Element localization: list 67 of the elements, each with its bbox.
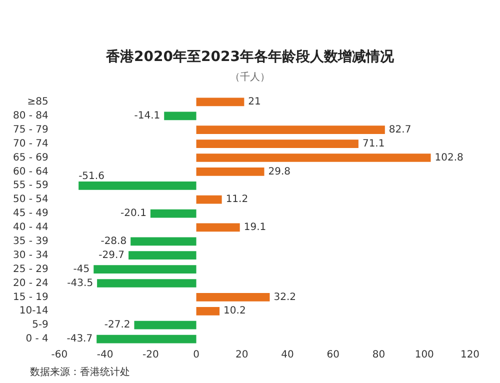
data-label: 10.2 — [224, 306, 246, 317]
data-label: 11.2 — [226, 194, 248, 206]
data-label: -20.1 — [120, 208, 146, 220]
bar — [196, 98, 244, 106]
bar — [196, 126, 385, 134]
bar — [164, 112, 196, 120]
y-tick-label: 20 - 24 — [12, 278, 48, 289]
x-tick-label: -60 — [51, 350, 68, 361]
data-label: 102.8 — [434, 152, 464, 164]
bar — [196, 154, 431, 162]
data-label: 71.1 — [362, 138, 385, 150]
bar — [196, 195, 222, 204]
y-tick-label: 40 - 44 — [12, 222, 48, 234]
data-label: -28.8 — [100, 236, 127, 248]
data-label: -29.7 — [98, 250, 125, 261]
data-label: -43.5 — [67, 278, 94, 289]
y-tick-label: 10-14 — [19, 306, 48, 317]
x-tick-label: 120 — [460, 350, 480, 361]
chart-title: 香港2020年至2023年各年龄段人数增减情况 — [105, 48, 395, 66]
data-label: 21 — [248, 96, 261, 108]
bar — [196, 293, 270, 302]
x-tick-label: 100 — [414, 350, 434, 361]
bar — [96, 334, 196, 344]
chart-subtitle: （千人） — [229, 70, 271, 84]
x-tick-label: 0 — [193, 350, 200, 361]
data-label: 82.7 — [388, 124, 412, 136]
data-label: 19.1 — [244, 222, 266, 234]
bar — [196, 168, 264, 176]
x-tick-label: -20 — [142, 350, 159, 361]
y-tick-label: 60 - 64 — [12, 166, 48, 178]
y-tick-label: 75 - 79 — [12, 124, 48, 136]
x-tick-label: 40 — [281, 350, 294, 361]
bar — [94, 265, 196, 274]
y-tick-label: ≥85 — [27, 96, 48, 108]
data-label: 29.8 — [268, 166, 291, 178]
y-tick-label: 80 - 84 — [12, 110, 48, 122]
y-tick-label: 25 - 29 — [12, 264, 48, 275]
data-label: 32.2 — [274, 292, 296, 303]
y-tick-label: 15 - 19 — [12, 292, 48, 303]
y-tick-label: 0 - 4 — [26, 334, 48, 345]
x-tick-label: -40 — [96, 350, 114, 361]
y-tick-label: 65 - 69 — [12, 152, 48, 164]
data-label: -14.1 — [134, 110, 160, 122]
data-label: -43.7 — [66, 334, 93, 345]
bar — [78, 181, 196, 190]
data-label: -45 — [73, 264, 90, 275]
bar — [196, 140, 358, 148]
y-tick-label: 30 - 34 — [12, 250, 48, 261]
data-label: -51.6 — [78, 171, 104, 182]
bar — [130, 237, 196, 246]
bar — [196, 306, 220, 316]
y-tick-label: 5-9 — [32, 320, 48, 331]
data-label: -27.2 — [104, 320, 130, 331]
y-tick-label: 70 - 74 — [12, 138, 48, 150]
bar — [97, 279, 196, 288]
x-tick-label: 80 — [372, 350, 386, 361]
y-tick-label: 55 - 59 — [12, 180, 48, 192]
source-note: 数据来源：香港统计处 — [30, 366, 130, 379]
x-tick-label: 20 — [236, 350, 248, 361]
y-tick-label: 45 - 49 — [12, 208, 48, 220]
bar — [134, 320, 196, 330]
bar — [196, 223, 240, 232]
y-tick-label: 35 - 39 — [12, 236, 48, 248]
y-tick-label: 50 - 54 — [12, 194, 48, 206]
bar — [128, 251, 196, 260]
x-tick-label: 60 — [326, 350, 340, 361]
bar — [150, 209, 196, 218]
